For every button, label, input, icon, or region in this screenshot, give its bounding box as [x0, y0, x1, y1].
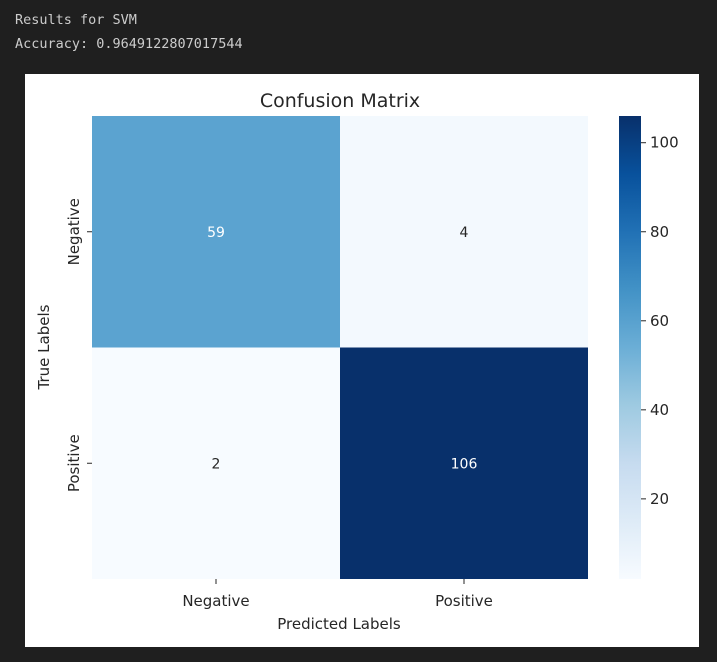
colorbar-tick-label: 100	[650, 134, 679, 152]
colorbar-ticks: 20 40 60 80 100	[641, 134, 679, 508]
heatmap-cell-r0-c1	[340, 116, 588, 348]
cell-value-r1-c1: 106	[451, 456, 478, 472]
heatmap-cell-r1-c1	[340, 347, 588, 579]
console-line-accuracy: Accuracy: 0.9649122807017544	[15, 36, 243, 52]
x-tick-label: Positive	[435, 592, 493, 610]
console-line-results: Results for SVM	[15, 12, 137, 28]
colorbar-tick-label: 40	[650, 401, 669, 419]
y-tick-label: Negative	[65, 198, 83, 265]
heatmap-cell-r0-c0	[92, 116, 340, 348]
cell-value-r0-c0: 59	[207, 225, 225, 241]
chart-title: Confusion Matrix	[260, 90, 420, 112]
y-tick-label: Positive	[65, 434, 83, 492]
y-axis: Negative Positive	[65, 198, 92, 492]
confusion-matrix-chart: Confusion Matrix 59 4 2 106 Negative Positiv…	[35, 90, 679, 633]
y-axis-label: True Labels	[35, 304, 53, 390]
x-tick-label: Negative	[182, 592, 249, 610]
cell-value-r0-c1: 4	[460, 225, 469, 241]
heatmap-cells: 59 4 2 106	[92, 116, 588, 579]
heatmap-cell-r1-c0	[92, 347, 340, 579]
colorbar: 20 40 60 80 100	[619, 116, 679, 579]
console-output: Results for SVM Accuracy: 0.9649122807017…	[15, 8, 243, 56]
x-axis: Negative Positive	[182, 579, 493, 610]
colorbar-gradient	[619, 116, 641, 579]
x-axis-label: Predicted Labels	[277, 615, 401, 633]
colorbar-tick-label: 80	[650, 223, 669, 241]
colorbar-tick-label: 60	[650, 312, 669, 330]
plot-panel: Confusion Matrix 59 4 2 106 Negative Positiv…	[25, 74, 699, 647]
cell-value-r1-c0: 2	[212, 456, 221, 472]
colorbar-tick-label: 20	[650, 490, 669, 508]
